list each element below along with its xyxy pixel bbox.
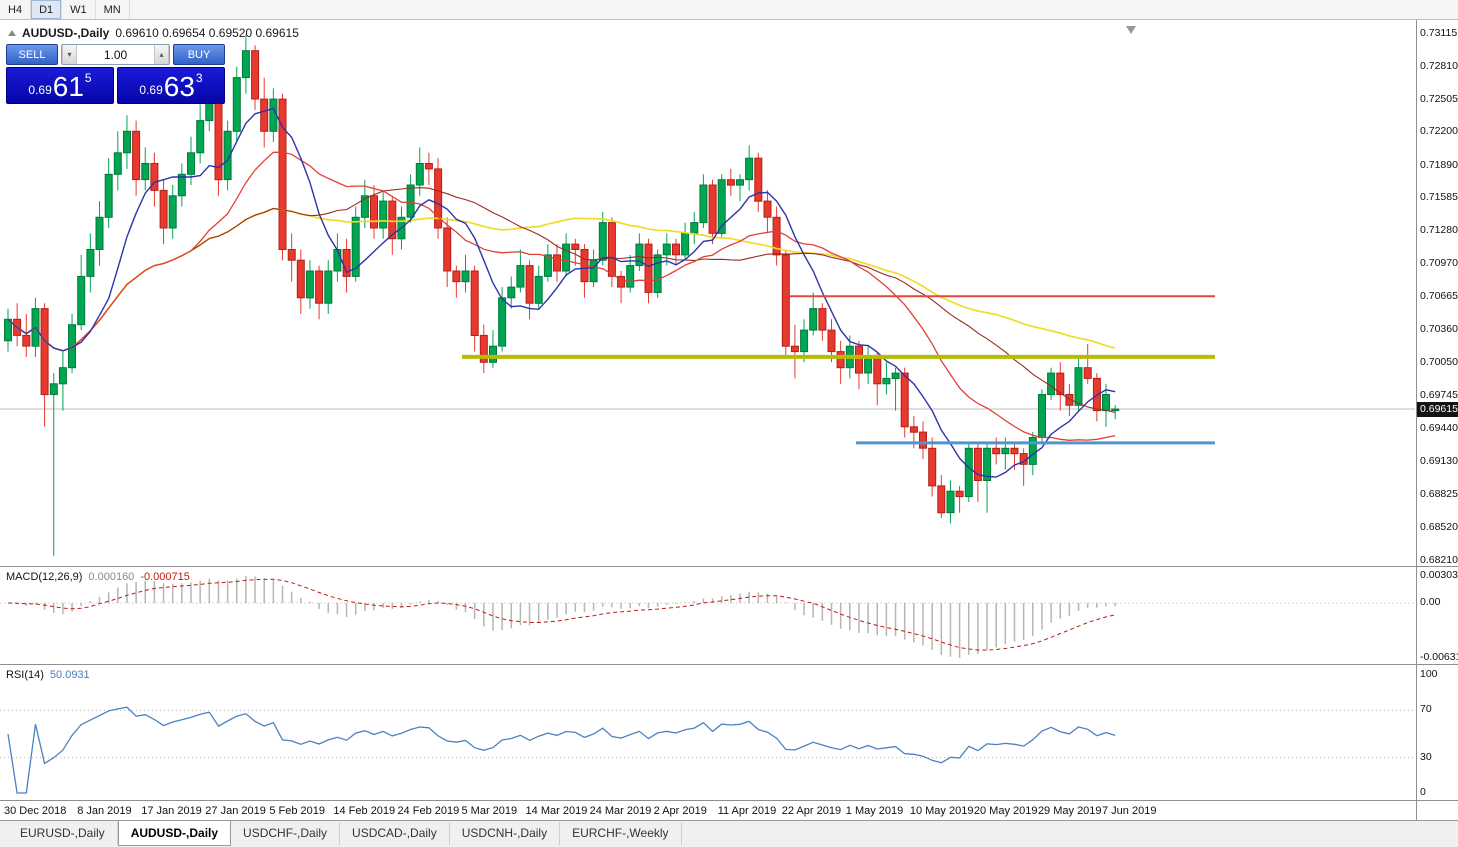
pane-separator: [1417, 566, 1458, 567]
current-price-badge: 0.69615: [1417, 402, 1458, 418]
ohlc-values: 0.69610 0.69654 0.69520 0.69615: [115, 26, 299, 40]
moving-average-55: [7, 207, 1116, 352]
price-axis-label: 0.68210: [1420, 554, 1458, 566]
price-axis-label: 0.69130: [1420, 455, 1458, 468]
symbol-period-label: AUDUSD-,Daily: [22, 26, 110, 40]
date-axis-label: 22 Apr 2019: [781, 805, 842, 817]
price-axis-label: 0.72810: [1420, 59, 1458, 72]
sell-price-pips: 61: [52, 71, 84, 102]
date-axis-label: 24 Feb 2019: [397, 805, 460, 817]
tab-usdchf-daily[interactable]: USDCHF-,Daily: [231, 822, 341, 845]
date-axis-label: 29 May 2019: [1037, 805, 1102, 817]
price-axis-label: 0.68520: [1420, 520, 1458, 533]
price-axis-label: 0.69440: [1420, 421, 1458, 434]
pane-separator: [1417, 800, 1458, 801]
date-axis-label: 30 Dec 2018: [4, 805, 67, 817]
rsi-axis-label: 100: [1420, 668, 1438, 680]
macd-label: MACD(12,26,9) 0.000160 -0.000715: [6, 571, 190, 583]
rsi-label: RSI(14) 50.0931: [6, 669, 90, 681]
chart-column: AUDUSD-,Daily 0.69610 0.69654 0.69520 0.…: [0, 20, 1416, 820]
sell-price-display[interactable]: 0.69 61 5: [6, 67, 114, 104]
sell-price-point: 5: [84, 71, 92, 85]
date-axis-label: 17 Jan 2019: [141, 805, 202, 817]
rsi-line: [7, 706, 1116, 794]
buy-price-display[interactable]: 0.69 63 3: [117, 67, 225, 104]
chart-scroll-marker-icon: [1126, 26, 1136, 34]
buy-price-prefix: 0.69: [139, 83, 163, 97]
date-axis-label: 10 May 2019: [909, 805, 974, 817]
buy-button[interactable]: BUY: [173, 44, 225, 65]
sell-button[interactable]: SELL: [6, 44, 58, 65]
macd-axis-label: 0.00: [1420, 596, 1441, 608]
price-axis-label: 0.71585: [1420, 191, 1458, 204]
price-axis-label: 0.71280: [1420, 224, 1458, 237]
price-axis-label: 0.73115: [1420, 27, 1458, 39]
price-axis-label: 0.71890: [1420, 158, 1458, 171]
tab-eurusd-daily[interactable]: EURUSD-,Daily: [8, 822, 118, 845]
rsi-indicator-pane: RSI(14) 50.0931: [0, 664, 1416, 800]
buy-price-pips: 63: [163, 71, 195, 102]
price-axis-label: 0.70970: [1420, 257, 1458, 270]
rsi-axis-label: 30: [1420, 750, 1432, 763]
one-click-panel-toggle-icon[interactable]: [8, 30, 16, 36]
pane-separator: [1417, 664, 1458, 665]
timeframe-w1[interactable]: W1: [62, 0, 96, 19]
date-axis-label: 27 Jan 2019: [205, 805, 266, 817]
macd-signal-line: [7, 578, 1116, 651]
timeframe-toolbar: H4 D1 W1 MN: [0, 0, 1458, 20]
price-axis-label: 0.72505: [1420, 92, 1458, 105]
tab-eurchf-weekly[interactable]: EURCHF-,Weekly: [560, 822, 682, 845]
volume-decrease-button[interactable]: ▾: [62, 45, 77, 64]
date-axis-label: 1 May 2019: [845, 805, 904, 817]
moving-average-8: [7, 107, 1116, 478]
volume-control: ▾ ▴: [61, 44, 170, 65]
date-axis-label: 24 Mar 2019: [589, 805, 652, 817]
price-chart-pane: AUDUSD-,Daily 0.69610 0.69654 0.69520 0.…: [0, 20, 1416, 566]
price-axis-label: 0.70050: [1420, 356, 1458, 369]
timeframe-d1[interactable]: D1: [31, 0, 63, 19]
macd-indicator-pane: MACD(12,26,9) 0.000160 -0.000715: [0, 566, 1416, 664]
candles: [4, 34, 1120, 556]
sell-price-prefix: 0.69: [28, 83, 52, 97]
date-axis-label: 2 Apr 2019: [653, 805, 707, 817]
date-axis-label: 7 Jun 2019: [1102, 805, 1157, 817]
date-axis[interactable]: 30 Dec 2018 8 Jan 2019 17 Jan 2019 27 Jan 2…: [0, 800, 1416, 820]
rsi-axis-label: 70: [1420, 703, 1432, 716]
timeframe-mn[interactable]: MN: [96, 0, 130, 19]
one-click-trading-panel: SELL ▾ ▴ BUY 0.69 61 5: [6, 44, 225, 104]
timeframe-h4[interactable]: H4: [0, 0, 32, 19]
macd-axis-label: 0.003035: [1420, 569, 1458, 581]
tab-usdcnh-daily[interactable]: USDCNH-,Daily: [450, 822, 561, 845]
rsi-axis-label: 0: [1420, 786, 1426, 798]
tab-audusd-daily[interactable]: AUDUSD-,Daily: [117, 821, 232, 846]
macd-canvas[interactable]: [0, 567, 1416, 664]
chart-title: AUDUSD-,Daily 0.69610 0.69654 0.69520 0.…: [8, 26, 299, 40]
rsi-canvas[interactable]: [0, 665, 1416, 800]
date-axis-label: 11 Apr 2019: [717, 805, 777, 817]
price-axis-label: 0.69745: [1420, 389, 1458, 402]
date-axis-label: 5 Feb 2019: [269, 805, 325, 817]
macd-axis-label: -0.00631: [1420, 651, 1458, 663]
chart-tab-bar: EURUSD-,Daily AUDUSD-,Daily USDCHF-,Daily U…: [0, 820, 1458, 847]
price-chart-canvas[interactable]: [0, 20, 1416, 566]
chart-workspace: AUDUSD-,Daily 0.69610 0.69654 0.69520 0.…: [0, 20, 1458, 820]
date-axis-label: 5 Mar 2019: [461, 805, 518, 817]
tab-usdcad-daily[interactable]: USDCAD-,Daily: [340, 822, 450, 845]
moving-average-21: [7, 151, 1116, 441]
volume-input[interactable]: [77, 45, 154, 64]
volume-increase-button[interactable]: ▴: [154, 45, 169, 64]
buy-price-point: 3: [195, 71, 203, 85]
price-axis-label: 0.72200: [1420, 125, 1458, 138]
price-axis[interactable]: 0.73115 0.72810 0.72505 0.72200 0.71890 0.715…: [1416, 20, 1458, 820]
date-axis-label: 20 May 2019: [973, 805, 1038, 817]
price-axis-label: 0.70360: [1420, 323, 1458, 335]
price-axis-label: 0.70665: [1420, 290, 1458, 303]
date-axis-label: 14 Mar 2019: [525, 805, 588, 817]
date-axis-label: 14 Feb 2019: [333, 805, 396, 817]
date-axis-label: 8 Jan 2019: [77, 805, 132, 817]
price-axis-label: 0.68825: [1420, 487, 1458, 500]
